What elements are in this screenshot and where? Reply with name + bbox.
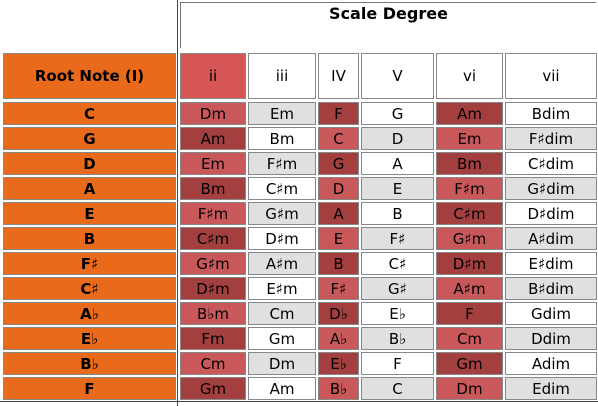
chord-cell: B [361, 202, 434, 225]
root-note-cell: E [3, 202, 176, 225]
chord-cell: A♯dim [505, 227, 597, 250]
chord-cell: D♯m [248, 227, 316, 250]
root-note-cell: D [3, 152, 176, 175]
chord-cell: A♭ [318, 327, 359, 350]
chord-cell: F [318, 102, 359, 125]
chord-cell: G [318, 152, 359, 175]
left-divider [177, 0, 178, 406]
chord-cell: B♯dim [505, 277, 597, 300]
chord-cell: G [361, 102, 434, 125]
chord-cell: Gm [180, 377, 246, 400]
chord-cell: Cm [248, 302, 316, 325]
chord-cell: F♯m [180, 202, 246, 225]
degree-header-iii: iii [248, 53, 316, 99]
chord-cell: E [318, 227, 359, 250]
chord-cell: Dm [180, 102, 246, 125]
chord-cell: G♯m [436, 227, 503, 250]
chord-cell: F♯m [436, 177, 503, 200]
degree-header-vi: vi [436, 53, 503, 99]
chord-cell: Am [180, 127, 246, 150]
chord-cell: G♯m [180, 252, 246, 275]
chord-cell: C♯m [436, 202, 503, 225]
chord-cell: E♭ [318, 352, 359, 375]
root-note-cell: F [3, 377, 176, 400]
chord-cell: E♯dim [505, 252, 597, 275]
chord-cell: G♯dim [505, 177, 597, 200]
chord-cell: C♯m [180, 227, 246, 250]
degree-header-v: V [361, 53, 434, 99]
chord-cell: D♯dim [505, 202, 597, 225]
chord-cell: A [361, 152, 434, 175]
root-note-header: Root Note (I) [3, 53, 176, 99]
chord-cell: G♯m [248, 202, 316, 225]
chord-cell: G♯ [361, 277, 434, 300]
chord-cell: D [361, 127, 434, 150]
chord-cell: C♯dim [505, 152, 597, 175]
degree-header-vii: vii [505, 53, 597, 99]
chord-cell: Cm [180, 352, 246, 375]
chord-cell: Dm [248, 352, 316, 375]
chord-cell: A♯m [248, 252, 316, 275]
chord-cell: B♭ [361, 327, 434, 350]
chord-cell: D♭ [318, 302, 359, 325]
root-note-cell: C [3, 102, 176, 125]
chord-cell: Em [436, 127, 503, 150]
chord-cell: A♯m [436, 277, 503, 300]
chord-cell: Gm [248, 327, 316, 350]
chord-cell: F [436, 302, 503, 325]
chord-cell: Bm [180, 177, 246, 200]
chord-cell: F♯ [361, 227, 434, 250]
chord-cell: C♯ [361, 252, 434, 275]
root-note-cell: B [3, 227, 176, 250]
chord-cell: Bm [248, 127, 316, 150]
scale-degree-header: Scale Degree [180, 2, 596, 48]
chord-cell: Gm [436, 352, 503, 375]
chord-cell: Dm [436, 377, 503, 400]
degree-header-iv: IV [318, 53, 359, 99]
chord-cell: F♯dim [505, 127, 597, 150]
chord-cell: E♭ [361, 302, 434, 325]
chord-cell: F♯m [248, 152, 316, 175]
root-note-cell: A [3, 177, 176, 200]
chord-cell: Cm [436, 327, 503, 350]
root-note-cell: F♯ [3, 252, 176, 275]
degree-header-ii: ii [180, 53, 246, 99]
root-note-cell: G [3, 127, 176, 150]
bottom-divider [0, 401, 598, 402]
root-note-cell: C♯ [3, 277, 176, 300]
chord-cell: Ddim [505, 327, 597, 350]
chord-cell: C [361, 377, 434, 400]
chord-cell: D [318, 177, 359, 200]
chord-cell: D♯m [436, 252, 503, 275]
root-note-cell: B♭ [3, 352, 176, 375]
chord-cell: E [361, 177, 434, 200]
root-note-cell: E♭ [3, 327, 176, 350]
root-note-cell: A♭ [3, 302, 176, 325]
chord-cell: Bdim [505, 102, 597, 125]
chord-cell: C [318, 127, 359, 150]
chord-cell: A [318, 202, 359, 225]
chord-cell: F♯ [318, 277, 359, 300]
chord-cell: B♭ [318, 377, 359, 400]
chord-cell: Gdim [505, 302, 597, 325]
chord-cell: Bm [436, 152, 503, 175]
chord-cell: C♯m [248, 177, 316, 200]
chord-cell: Am [436, 102, 503, 125]
chord-cell: B♭m [180, 302, 246, 325]
chord-cell: B [318, 252, 359, 275]
chord-cell: F [361, 352, 434, 375]
chord-cell: D♯m [180, 277, 246, 300]
scale-degree-title: Scale Degree [329, 4, 448, 23]
chord-cell: Em [180, 152, 246, 175]
chord-cell: Em [248, 102, 316, 125]
chord-cell: Fm [180, 327, 246, 350]
chord-cell: Am [248, 377, 316, 400]
chord-cell: Edim [505, 377, 597, 400]
chord-cell: E♯m [248, 277, 316, 300]
chord-cell: Adim [505, 352, 597, 375]
